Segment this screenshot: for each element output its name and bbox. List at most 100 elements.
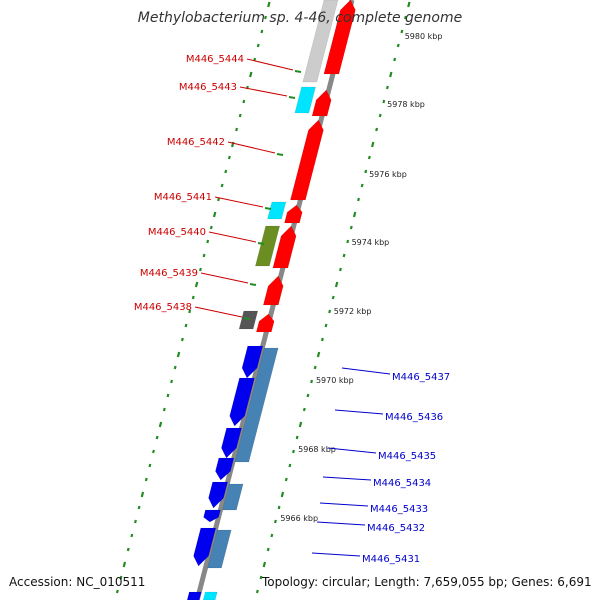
tick-mark bbox=[155, 435, 159, 440]
tick-mark bbox=[334, 281, 339, 288]
tick-mark bbox=[227, 155, 231, 160]
tick-mark bbox=[357, 197, 360, 202]
gene-leader-line bbox=[327, 447, 377, 454]
tick-mark bbox=[130, 533, 134, 538]
tick-mark bbox=[199, 267, 202, 272]
gene-leader-tick bbox=[288, 96, 296, 99]
gene-feature bbox=[262, 275, 284, 306]
tick-mark bbox=[191, 295, 195, 300]
tick-mark bbox=[224, 169, 228, 174]
gene-feature bbox=[186, 591, 202, 600]
kbp-marker-label: 5970 kbp bbox=[316, 376, 354, 385]
tick-mark bbox=[404, 15, 407, 20]
kbp-marker-label: 5974 kbp bbox=[352, 238, 390, 247]
kbp-marker-label: 5972 kbp bbox=[334, 307, 372, 316]
gene-label-right: M446_5431 bbox=[362, 554, 420, 565]
gene-feature bbox=[272, 225, 297, 269]
tick-mark bbox=[378, 113, 382, 118]
gene-feature bbox=[202, 591, 218, 600]
tick-mark bbox=[274, 519, 277, 524]
gene-leader-tick bbox=[249, 283, 257, 286]
gene-feature bbox=[267, 201, 287, 220]
gene-label-right: M446_5437 bbox=[392, 372, 450, 383]
gene-leader-tick bbox=[294, 70, 302, 73]
gene-feature bbox=[234, 347, 279, 463]
genome-title: Methylobacterium sp. 4-46, complete geno… bbox=[137, 10, 463, 26]
kbp-marker-label: 5968 kbp bbox=[298, 445, 336, 454]
tick-mark bbox=[144, 477, 148, 482]
tick-mark bbox=[162, 407, 166, 412]
tick-mark bbox=[389, 71, 393, 78]
gene-leader-line bbox=[246, 58, 294, 71]
tick-mark bbox=[328, 309, 332, 314]
tick-mark bbox=[255, 589, 259, 594]
tick-mark bbox=[180, 337, 184, 342]
tick-mark bbox=[259, 575, 263, 580]
gene-feature bbox=[241, 345, 264, 379]
gene-label-left: M446_5442 bbox=[167, 137, 225, 148]
tick-mark bbox=[212, 211, 217, 218]
gene-leader-line bbox=[214, 196, 264, 208]
gene-label-right: M446_5435 bbox=[378, 451, 436, 462]
tick-mark bbox=[202, 253, 206, 258]
tick-mark bbox=[188, 309, 192, 314]
tick-mark bbox=[184, 323, 188, 328]
gene-label-right: M446_5432 bbox=[367, 523, 425, 534]
tick-mark bbox=[235, 127, 239, 132]
tick-mark bbox=[173, 365, 177, 370]
topology-text: Topology: circular; Length: 7,659,055 bp… bbox=[262, 575, 592, 589]
tick-mark bbox=[140, 491, 145, 498]
gene-label-right: M446_5433 bbox=[370, 504, 428, 515]
tick-mark bbox=[148, 463, 152, 468]
gene-label-left: M446_5438 bbox=[134, 302, 192, 313]
tick-mark bbox=[342, 253, 346, 258]
tick-mark bbox=[349, 225, 353, 230]
gene-leader-line bbox=[311, 552, 361, 557]
tick-mark bbox=[295, 435, 299, 440]
tick-mark bbox=[126, 547, 130, 552]
gene-label-left: M446_5440 bbox=[148, 227, 206, 238]
gene-label-right: M446_5436 bbox=[385, 412, 443, 423]
gene-label-left: M446_5444 bbox=[186, 54, 244, 65]
tick-mark bbox=[270, 533, 274, 538]
tick-mark bbox=[339, 267, 342, 272]
gene-leader-line bbox=[194, 306, 243, 318]
gene-feature bbox=[229, 377, 255, 427]
gene-feature bbox=[203, 509, 221, 523]
gene-feature bbox=[221, 427, 242, 459]
tick-mark bbox=[375, 127, 379, 132]
gene-feature bbox=[238, 310, 259, 330]
tick-mark bbox=[266, 547, 270, 552]
gene-feature bbox=[193, 527, 217, 567]
tick-mark bbox=[306, 393, 310, 398]
gene-leader-line bbox=[319, 502, 369, 507]
tick-mark bbox=[346, 239, 350, 244]
tick-mark bbox=[393, 57, 397, 62]
tick-mark bbox=[249, 71, 253, 78]
gene-feature bbox=[215, 457, 235, 481]
tick-mark bbox=[313, 365, 317, 370]
tick-mark bbox=[277, 505, 281, 510]
gene-leader-line bbox=[200, 272, 249, 284]
gene-feature bbox=[208, 481, 228, 509]
gene-leader-tick bbox=[276, 153, 284, 156]
tick-mark bbox=[298, 421, 303, 428]
tick-mark bbox=[134, 519, 137, 524]
gene-feature bbox=[294, 86, 316, 114]
gene-leader-line bbox=[316, 521, 366, 526]
accession-text: Accession: NC_010511 bbox=[9, 575, 146, 589]
kbp-marker-label: 5966 kbp bbox=[280, 514, 318, 523]
gene-feature bbox=[302, 0, 339, 83]
tick-mark bbox=[407, 1, 411, 8]
tick-mark bbox=[137, 505, 141, 510]
tick-mark bbox=[364, 169, 368, 174]
tick-mark bbox=[260, 29, 264, 34]
gene-leader-tick bbox=[257, 242, 265, 245]
tick-mark bbox=[152, 449, 155, 454]
gene-feature bbox=[207, 529, 232, 569]
tick-mark bbox=[170, 379, 174, 384]
tick-mark bbox=[316, 351, 321, 358]
tick-mark bbox=[352, 211, 357, 218]
gene-feature bbox=[222, 483, 244, 511]
